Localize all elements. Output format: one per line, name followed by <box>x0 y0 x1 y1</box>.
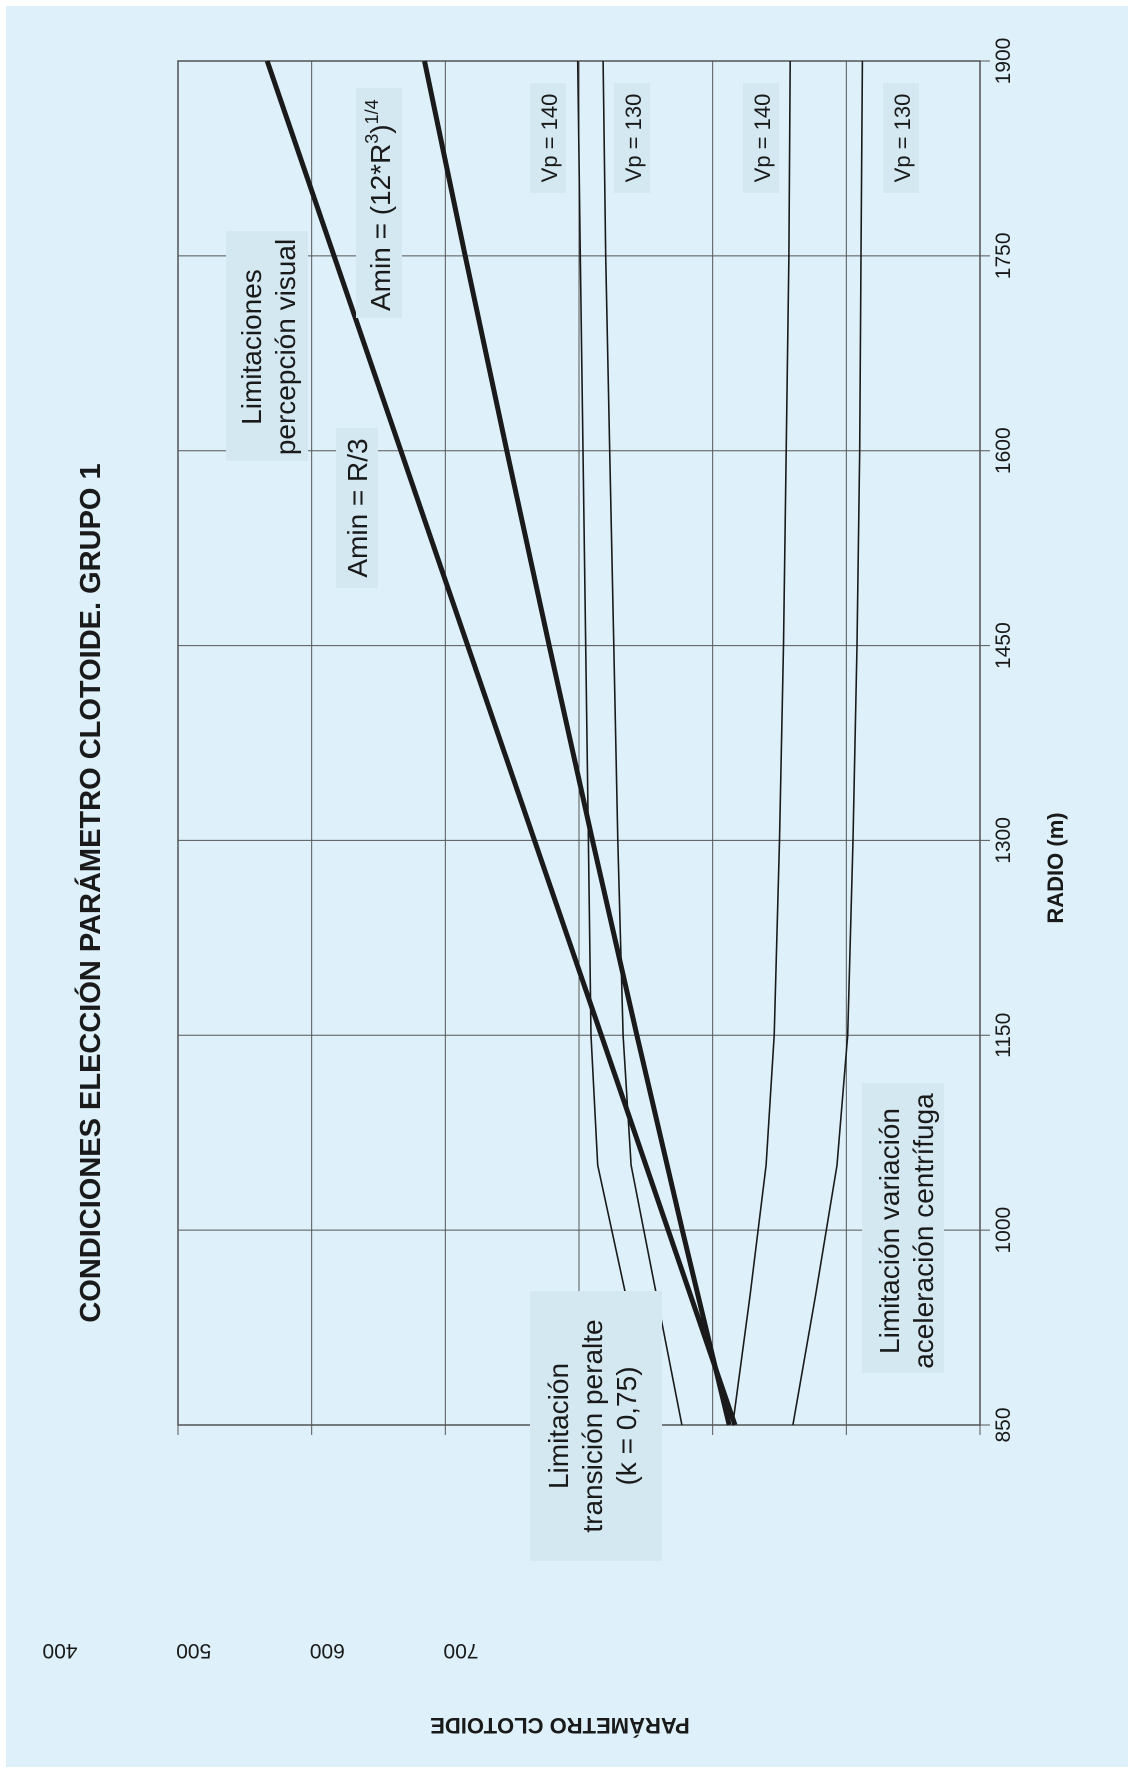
annotation-amin-root-mid: ) <box>365 124 396 133</box>
annotation-aceleracion-line1: Limitación variación <box>874 1108 905 1354</box>
label-bg-transicion <box>530 1291 662 1561</box>
chart-title: CONDICIONES ELECCIÓN PARÁMETRO CLOTOIDE.… <box>73 463 107 1322</box>
annotation-vp130-lower: Vp = 130 <box>890 94 915 183</box>
x-axis-ticks: 850 1000 1150 1300 1450 1600 1750 1900 <box>992 38 1015 1443</box>
y-tick-label-600: 600 <box>310 1639 345 1662</box>
label-bg-vp130-upper <box>614 83 650 193</box>
series-line-5 <box>731 60 791 1426</box>
annotation-percepcion-line2: percepción visual <box>270 239 301 455</box>
series-line-6 <box>792 60 864 1426</box>
chart-labels: Limitación transición peralte (k = 0,75)… <box>226 83 944 1561</box>
annotation-vp140-upper: Vp = 140 <box>537 94 562 183</box>
x-tick-label-1300: 1300 <box>992 817 1015 864</box>
label-bg-vp140-upper <box>530 83 566 193</box>
annotation-transicion-line2: transición peralte <box>577 1319 608 1532</box>
annotation-percepcion-line1: Limitaciones <box>236 269 267 425</box>
x-tick-label-1450: 1450 <box>992 622 1015 669</box>
label-bg-aceleracion <box>862 1083 944 1373</box>
label-bg-amin-r3 <box>336 428 378 588</box>
series-line-3 <box>576 60 655 1426</box>
grid-lines <box>177 60 990 1435</box>
x-tick-label-850: 850 <box>992 1407 1015 1442</box>
chart-series <box>264 60 864 1426</box>
y-tick-label-500: 500 <box>176 1639 211 1662</box>
label-bg-vp140-lower <box>743 83 779 193</box>
x-tick-label-1750: 1750 <box>992 232 1015 279</box>
label-bg-vp130-lower <box>883 83 919 193</box>
y-axis-label: PARÁMETRO CLOTOIDE <box>430 1713 690 1738</box>
annotation-transicion-line1: Limitación <box>543 1363 574 1489</box>
annotation-amin-r3: Amin = R/3 <box>342 438 373 577</box>
x-tick-label-1000: 1000 <box>992 1207 1015 1254</box>
annotation-amin-root-exp2: 1/4 <box>362 99 382 124</box>
series-line-2 <box>422 60 732 1426</box>
series-line-4 <box>602 60 683 1426</box>
y-tick-label-400: 400 <box>42 1639 77 1662</box>
annotation-transicion-line3: (k = 0,75) <box>611 1366 642 1485</box>
x-tick-label-1600: 1600 <box>992 427 1015 474</box>
annotation-amin-root-exp1: 3 <box>362 134 382 144</box>
x-tick-label-1150: 1150 <box>992 1013 1015 1058</box>
annotation-amin-root: Amin = (12*R3)1/4 <box>362 99 396 311</box>
annotation-vp130-upper: Vp = 130 <box>621 94 646 183</box>
label-bg-amin-root <box>356 88 402 318</box>
y-axis-ticks: 100200300400500600700 <box>42 1639 478 1662</box>
y-tick-label-700: 700 <box>443 1639 478 1662</box>
annotation-amin-root-base: Amin = (12*R <box>365 144 396 311</box>
annotation-aceleracion-line2: aceleración centrífuga <box>908 1093 939 1369</box>
x-tick-label-1900: 1900 <box>992 38 1015 85</box>
annotation-vp140-lower: Vp = 140 <box>750 94 775 183</box>
series-line-1 <box>264 60 738 1426</box>
label-bg-percepcion <box>226 231 308 461</box>
x-axis-label: RADIO (m) <box>1043 812 1068 923</box>
